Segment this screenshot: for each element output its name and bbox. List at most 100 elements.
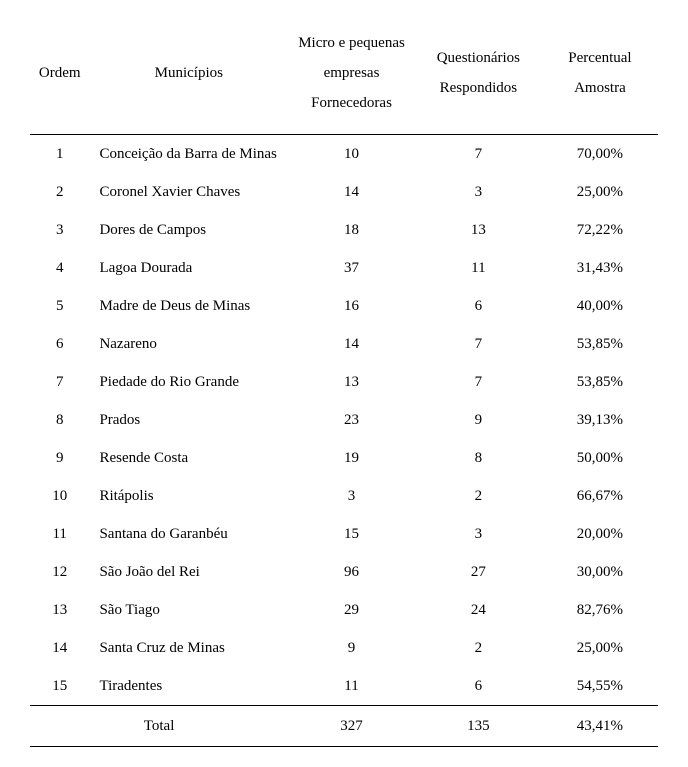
cell-perc: 53,85% (542, 325, 658, 363)
cell-perc: 25,00% (542, 173, 658, 211)
cell-quest: 8 (415, 439, 542, 477)
cell-perc: 70,00% (542, 135, 658, 174)
cell-quest: 2 (415, 477, 542, 515)
table-row: 14 Santa Cruz de Minas 9 2 25,00% (30, 629, 658, 667)
cell-mpe: 19 (288, 439, 415, 477)
cell-quest: 2 (415, 629, 542, 667)
cell-perc: 31,43% (542, 249, 658, 287)
cell-ordem: 2 (30, 173, 89, 211)
table-row: 11 Santana do Garanbéu 15 3 20,00% (30, 515, 658, 553)
total-mpe: 327 (288, 706, 415, 747)
cell-municipio: Dores de Campos (89, 211, 288, 249)
cell-mpe: 11 (288, 667, 415, 706)
table-row: 15 Tiradentes 11 6 54,55% (30, 667, 658, 706)
table-total-row: Total 327 135 43,41% (30, 706, 658, 747)
table-row: 3 Dores de Campos 18 13 72,22% (30, 211, 658, 249)
table-header: Ordem Municípios Micro e pequenas empres… (30, 20, 658, 135)
cell-quest: 6 (415, 287, 542, 325)
cell-perc: 50,00% (542, 439, 658, 477)
table-row: 6 Nazareno 14 7 53,85% (30, 325, 658, 363)
table-row: 4 Lagoa Dourada 37 11 31,43% (30, 249, 658, 287)
cell-municipio: Coronel Xavier Chaves (89, 173, 288, 211)
cell-municipio: São João del Rei (89, 553, 288, 591)
total-perc: 43,41% (542, 706, 658, 747)
table-row: 7 Piedade do Rio Grande 13 7 53,85% (30, 363, 658, 401)
cell-ordem: 8 (30, 401, 89, 439)
cell-ordem: 12 (30, 553, 89, 591)
cell-quest: 7 (415, 135, 542, 174)
cell-ordem: 5 (30, 287, 89, 325)
cell-mpe: 15 (288, 515, 415, 553)
cell-ordem: 6 (30, 325, 89, 363)
cell-ordem: 9 (30, 439, 89, 477)
cell-perc: 39,13% (542, 401, 658, 439)
cell-ordem: 13 (30, 591, 89, 629)
cell-ordem: 11 (30, 515, 89, 553)
cell-municipio: Conceição da Barra de Minas (89, 135, 288, 174)
cell-municipio: Lagoa Dourada (89, 249, 288, 287)
total-label: Total (30, 706, 288, 747)
cell-quest: 6 (415, 667, 542, 706)
cell-mpe: 96 (288, 553, 415, 591)
cell-municipio: Prados (89, 401, 288, 439)
cell-mpe: 16 (288, 287, 415, 325)
cell-mpe: 3 (288, 477, 415, 515)
table-row: 10 Ritápolis 3 2 66,67% (30, 477, 658, 515)
cell-mpe: 29 (288, 591, 415, 629)
cell-municipio: Santa Cruz de Minas (89, 629, 288, 667)
table-row: 9 Resende Costa 19 8 50,00% (30, 439, 658, 477)
cell-mpe: 23 (288, 401, 415, 439)
cell-mpe: 9 (288, 629, 415, 667)
cell-perc: 53,85% (542, 363, 658, 401)
cell-quest: 24 (415, 591, 542, 629)
cell-quest: 11 (415, 249, 542, 287)
cell-ordem: 10 (30, 477, 89, 515)
cell-perc: 72,22% (542, 211, 658, 249)
cell-ordem: 14 (30, 629, 89, 667)
cell-municipio: Tiradentes (89, 667, 288, 706)
table-row: 8 Prados 23 9 39,13% (30, 401, 658, 439)
cell-mpe: 14 (288, 325, 415, 363)
cell-quest: 7 (415, 363, 542, 401)
cell-ordem: 15 (30, 667, 89, 706)
col-header-municipios: Municípios (89, 20, 288, 135)
table-row: 1 Conceição da Barra de Minas 10 7 70,00… (30, 135, 658, 174)
table-row: 5 Madre de Deus de Minas 16 6 40,00% (30, 287, 658, 325)
cell-quest: 7 (415, 325, 542, 363)
cell-mpe: 13 (288, 363, 415, 401)
cell-ordem: 4 (30, 249, 89, 287)
cell-quest: 9 (415, 401, 542, 439)
cell-mpe: 18 (288, 211, 415, 249)
cell-quest: 3 (415, 515, 542, 553)
table-row: 12 São João del Rei 96 27 30,00% (30, 553, 658, 591)
cell-municipio: Madre de Deus de Minas (89, 287, 288, 325)
cell-municipio: Nazareno (89, 325, 288, 363)
col-header-percentual: Percentual Amostra (542, 20, 658, 135)
cell-ordem: 7 (30, 363, 89, 401)
col-header-ordem: Ordem (30, 20, 89, 135)
cell-perc: 30,00% (542, 553, 658, 591)
cell-municipio: São Tiago (89, 591, 288, 629)
cell-quest: 3 (415, 173, 542, 211)
cell-perc: 82,76% (542, 591, 658, 629)
table-body: 1 Conceição da Barra de Minas 10 7 70,00… (30, 135, 658, 747)
cell-perc: 25,00% (542, 629, 658, 667)
cell-municipio: Ritápolis (89, 477, 288, 515)
cell-municipio: Santana do Garanbéu (89, 515, 288, 553)
cell-perc: 20,00% (542, 515, 658, 553)
col-header-questionarios: Questionários Respondidos (415, 20, 542, 135)
cell-mpe: 14 (288, 173, 415, 211)
cell-quest: 13 (415, 211, 542, 249)
total-quest: 135 (415, 706, 542, 747)
cell-municipio: Resende Costa (89, 439, 288, 477)
table-row: 2 Coronel Xavier Chaves 14 3 25,00% (30, 173, 658, 211)
cell-mpe: 10 (288, 135, 415, 174)
cell-perc: 40,00% (542, 287, 658, 325)
cell-ordem: 1 (30, 135, 89, 174)
cell-perc: 54,55% (542, 667, 658, 706)
cell-municipio: Piedade do Rio Grande (89, 363, 288, 401)
data-table: Ordem Municípios Micro e pequenas empres… (30, 20, 658, 747)
table-row: 13 São Tiago 29 24 82,76% (30, 591, 658, 629)
cell-perc: 66,67% (542, 477, 658, 515)
cell-mpe: 37 (288, 249, 415, 287)
